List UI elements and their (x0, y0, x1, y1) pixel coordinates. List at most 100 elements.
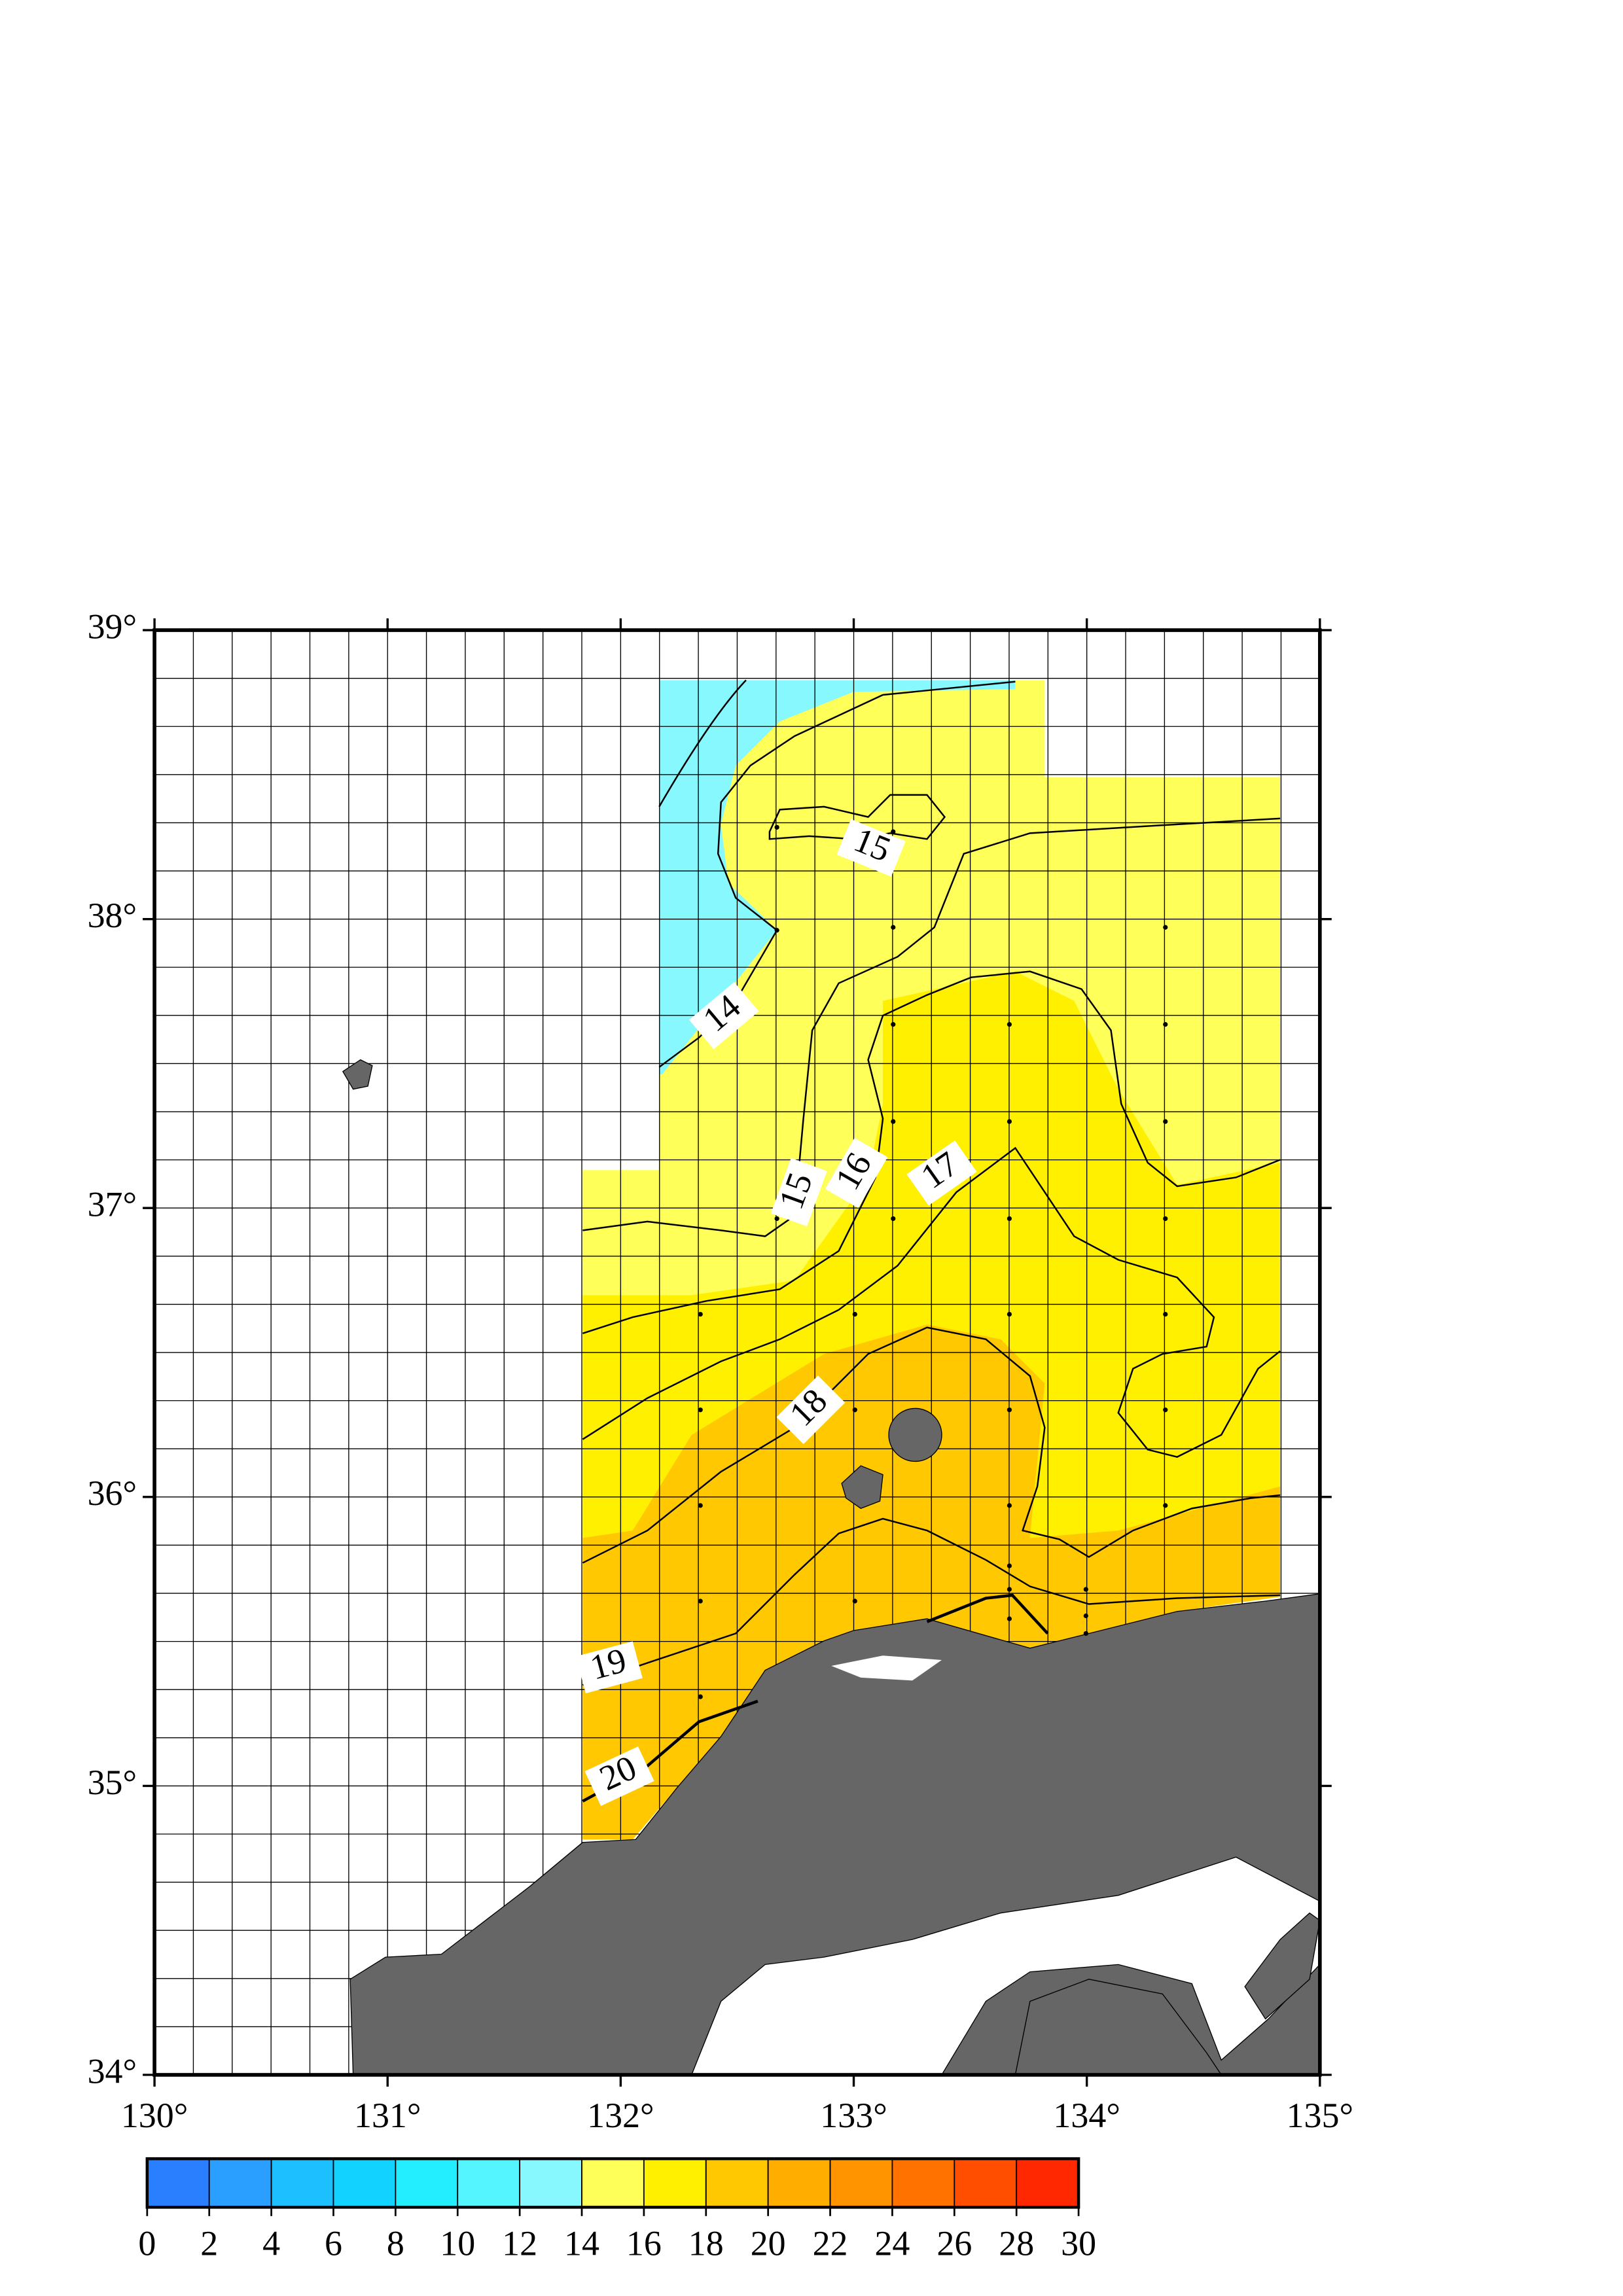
colorbar-label: 6 (325, 2223, 342, 2263)
axes: 130° 131° 132° 133° 134° 135° 34° 35° 36° 37° 38° 3… (88, 607, 1354, 2134)
station (1083, 1631, 1088, 1636)
colorbar-label: 18 (688, 2223, 724, 2263)
colorbar-frame (145, 2157, 1080, 2209)
colorbar-bin (332, 2158, 397, 2208)
station (1007, 1563, 1012, 1568)
station (1007, 1503, 1012, 1508)
colorbar-label: 28 (999, 2223, 1034, 2263)
label-bg (584, 1746, 654, 1807)
colorbar-label: 4 (262, 2223, 280, 2263)
colorbar-label: 12 (502, 2223, 537, 2263)
contour-line (768, 794, 946, 840)
x-tick-label: 134° (1053, 2096, 1120, 2135)
colorbar-bin (581, 2158, 645, 2208)
colorbar-bin (767, 2158, 831, 2208)
x-tick-label: 135° (1287, 2096, 1354, 2135)
station (891, 925, 896, 930)
colorbar-label: 10 (440, 2223, 475, 2263)
y-tick-label: 38° (88, 896, 137, 935)
island (841, 1465, 883, 1510)
colorbar-label: 24 (874, 2223, 910, 2263)
lagoon (831, 1655, 942, 1681)
station (891, 1119, 896, 1124)
y-tick-label: 39° (88, 607, 137, 646)
contour-line (582, 970, 1281, 1334)
contours (582, 679, 1281, 1803)
colorbar-bin (1016, 2158, 1079, 2208)
colorbar-label: 30 (1061, 2223, 1096, 2263)
station (774, 928, 779, 933)
label-bg (906, 1140, 977, 1206)
colorbar-bin (829, 2158, 893, 2208)
colorbar-label: 16 (626, 2223, 662, 2263)
station (698, 1311, 703, 1317)
stations (698, 824, 1168, 1699)
map-frame (152, 628, 1322, 2077)
colorbar-bin (519, 2158, 582, 2208)
colorbar-label: 2 (200, 2223, 218, 2263)
station (1007, 1022, 1012, 1027)
x-tick-label: 131° (354, 2096, 421, 2135)
contour-line (582, 1326, 1281, 1564)
station (698, 1694, 703, 1699)
y-tick-label: 36° (88, 1474, 137, 1513)
x-tick-label: 132° (587, 2096, 654, 2135)
station (1163, 1216, 1168, 1222)
station (1007, 1616, 1012, 1621)
label-bg (776, 1375, 846, 1445)
station (1163, 1503, 1168, 1508)
station (1163, 1311, 1168, 1317)
island (888, 1407, 942, 1462)
x-tick-label: 130° (121, 2096, 188, 2135)
label-bg (825, 1138, 888, 1209)
station (1163, 1022, 1168, 1027)
y-tick-label: 37° (88, 1185, 137, 1224)
station (891, 1216, 896, 1222)
land (342, 1059, 1321, 2075)
colorbar-label: 20 (751, 2223, 786, 2263)
colorbar-bin (891, 2158, 955, 2208)
contour-line (582, 1517, 1281, 1686)
station (1007, 1407, 1012, 1413)
station (1163, 1119, 1168, 1124)
label-bg (771, 1157, 827, 1227)
station (774, 1216, 779, 1222)
label-bg (575, 1641, 643, 1694)
label-bg (688, 981, 759, 1050)
station (852, 1311, 857, 1317)
colorbar-bin (270, 2158, 334, 2208)
island (342, 1059, 373, 1090)
temperature-region (659, 680, 1016, 1075)
station (1007, 1216, 1012, 1222)
colorbar: 0 2 4 6 8 10 12 14 16 18 20 22 24 26 28 30 (138, 2157, 1096, 2263)
station (1163, 925, 1168, 930)
colorbar-bin (457, 2158, 521, 2208)
colorbar-bin (146, 2158, 210, 2208)
y-tick-label: 35° (88, 1763, 137, 1802)
station (698, 1503, 703, 1508)
y-tick-label: 34° (88, 2051, 137, 2091)
station (852, 1407, 857, 1413)
station (1007, 1311, 1012, 1317)
station (698, 1598, 703, 1604)
station (698, 1407, 703, 1413)
colorbar-bin (395, 2158, 459, 2208)
colorbar-bin (705, 2158, 769, 2208)
station (774, 824, 779, 830)
station (1007, 1119, 1012, 1124)
station (1163, 1407, 1168, 1413)
contour-line (658, 679, 747, 807)
colorbar-label: 26 (936, 2223, 972, 2263)
colorbar-bin (954, 2158, 1018, 2208)
colorbar-label: 14 (564, 2223, 599, 2263)
contour-line (582, 1146, 1281, 1458)
contour-line (582, 817, 1281, 1237)
station (891, 829, 896, 834)
colorbar-label: 0 (138, 2223, 156, 2263)
station (1083, 1613, 1088, 1619)
station (1083, 1587, 1088, 1592)
colorbar-label: 22 (813, 2223, 848, 2263)
colorbar-bin (643, 2158, 707, 2208)
